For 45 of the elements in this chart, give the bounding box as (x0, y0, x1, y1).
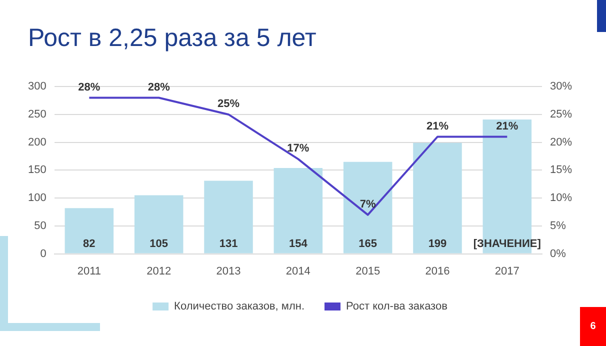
data-label: 28% (148, 81, 170, 94)
y2-tick-label: 30% (550, 80, 572, 93)
bar (413, 142, 462, 254)
y2-tick-label: 0% (550, 248, 566, 260)
data-label: 131 (219, 238, 238, 250)
data-label: 21% (496, 120, 518, 132)
text: 6 (580, 307, 606, 346)
data-label: 165 (358, 238, 378, 250)
bar (64, 208, 114, 254)
x-tick-label: 2016 (425, 265, 450, 278)
data-label: 7% (360, 198, 376, 210)
data-label: 17% (287, 142, 310, 155)
data-label: 199 (428, 238, 447, 250)
data-label: [ЗНАЧЕНИЕ] (473, 238, 542, 250)
y-tick-label: 300 (28, 80, 46, 93)
data-label: 105 (150, 238, 168, 250)
y2-tick-label: 10% (550, 192, 572, 204)
x-tick-label: 2014 (286, 265, 310, 278)
y-tick-label: 250 (28, 108, 46, 120)
data-label: 21% (426, 120, 449, 132)
bar (274, 168, 323, 254)
legend-label: Рост кол-ва заказов (346, 300, 448, 313)
chart-title: Рост в 2,25 раза за 5 лет (28, 24, 316, 53)
bar (343, 162, 392, 254)
x-tick-label: 2015 (356, 265, 380, 278)
y2-tick-label: 25% (550, 108, 572, 120)
y2-tick-label: 15% (550, 164, 572, 176)
y-tick-label: 0 (40, 248, 46, 260)
legend-label: Количество заказов, млн. (174, 300, 305, 313)
x-tick-label: 2012 (146, 265, 172, 278)
y-tick-label: 50 (34, 220, 46, 232)
y-tick-label: 200 (28, 136, 46, 148)
y2-tick-label: 5% (550, 220, 566, 232)
data-label: 154 (288, 238, 308, 250)
y-tick-label: 150 (28, 164, 46, 176)
bar (204, 180, 253, 254)
y2-tick-label: 20% (550, 136, 572, 148)
data-label: 28% (78, 81, 100, 94)
bar (134, 195, 184, 254)
x-tick-label: 2013 (216, 265, 241, 278)
x-tick-label: 2011 (77, 265, 102, 278)
data-label: 82 (83, 238, 96, 250)
y-tick-label: 100 (28, 192, 46, 204)
x-tick-label: 2017 (494, 265, 520, 278)
data-label: 25% (217, 98, 240, 110)
